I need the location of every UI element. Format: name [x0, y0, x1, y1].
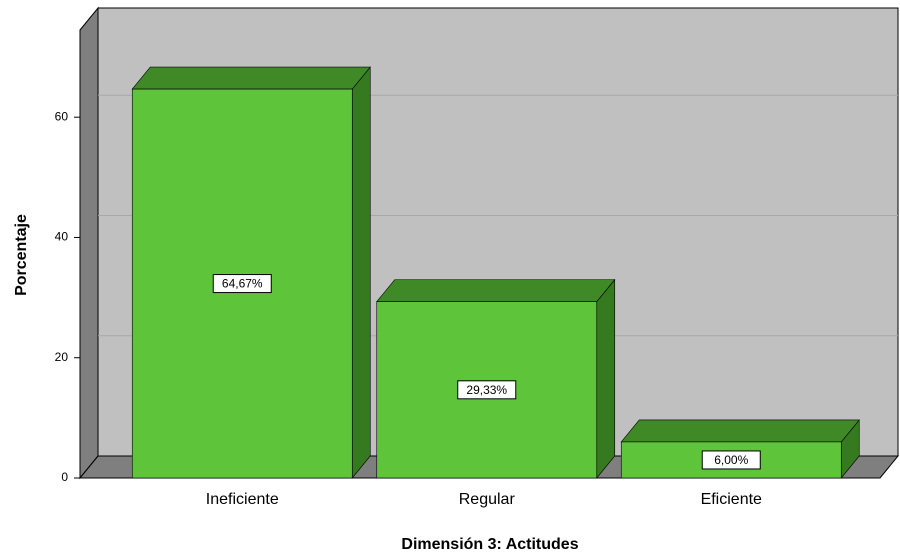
y-axis-title: Porcentaje: [13, 214, 30, 296]
bar-side: [596, 278, 616, 479]
x-tick-label: Ineficiente: [206, 491, 279, 508]
value-label-box: [457, 380, 517, 400]
value-label: 29,33%: [466, 383, 507, 397]
x-tick-label: Regular: [459, 491, 516, 508]
bar-top: [131, 66, 371, 90]
y-tick-label: 40: [55, 230, 69, 244]
bar-top: [376, 279, 616, 302]
value-label-box: [701, 450, 761, 470]
value-label: 6,00%: [714, 453, 748, 467]
value-label-box: [212, 274, 272, 294]
x-axis-title: Dimensión 3: Actitudes: [401, 536, 578, 553]
y-tick-label: 60: [55, 109, 69, 123]
bar-top: [620, 419, 860, 443]
side-wall: [79, 6, 99, 480]
y-tick-label: 0: [61, 470, 68, 484]
y-tick-label: 20: [55, 350, 69, 364]
value-label: 64,67%: [222, 277, 263, 291]
x-tick-label: Eficiente: [701, 491, 762, 508]
bar-side: [351, 66, 371, 479]
